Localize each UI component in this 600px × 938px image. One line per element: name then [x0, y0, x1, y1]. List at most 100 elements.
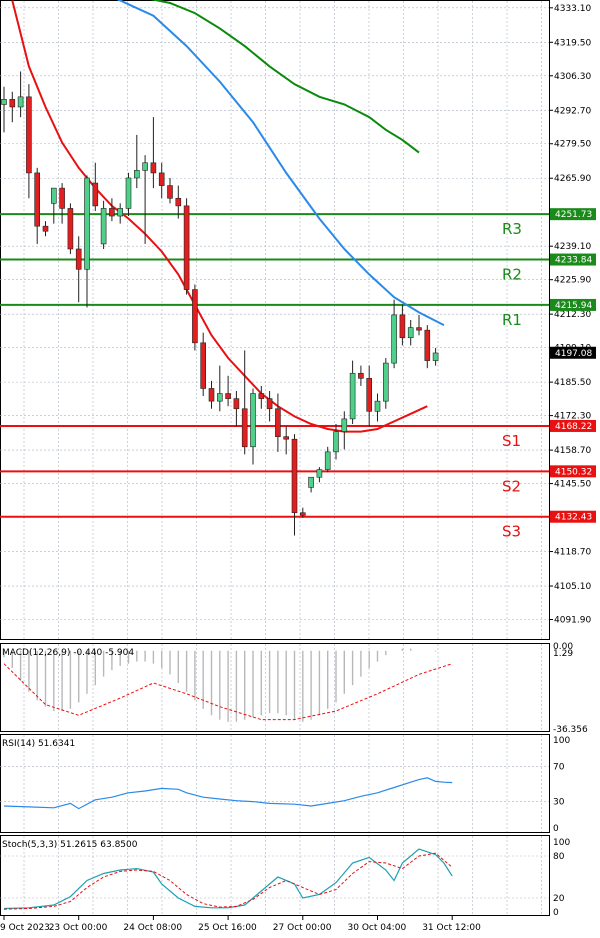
bear-candle	[59, 187, 65, 209]
bear-candle	[42, 225, 49, 232]
level-name-r3: R3	[502, 220, 522, 238]
time-tick-label: 25 Oct 16:00	[198, 923, 257, 933]
price-tick-label: 4172.30	[554, 412, 591, 422]
bear-candle	[358, 372, 364, 379]
bull-candle	[50, 187, 57, 204]
bull-candle	[316, 469, 323, 478]
time-tick-label: 27 Oct 00:00	[273, 923, 332, 933]
price-tick-label: 4158.70	[554, 446, 591, 456]
level-tag-r1: 4215.94	[555, 301, 592, 311]
price-tick-label: 4091.90	[554, 616, 591, 626]
level-tag-box	[550, 419, 596, 432]
bear-candle	[34, 172, 41, 227]
bull-candle	[142, 162, 148, 171]
bull-candle	[374, 400, 381, 412]
level-name-s2: S2	[502, 477, 521, 495]
moving-average-2	[116, 0, 445, 326]
current-price-box	[550, 346, 596, 359]
level-tag-s3: 4132.43	[555, 513, 592, 523]
bull-candle	[308, 476, 314, 488]
price-tick-label: 4333.10	[554, 4, 591, 14]
bull-candle	[250, 393, 256, 448]
moving-average-1	[11, 0, 428, 433]
macd-indicator: 0.001.29 -36.356	[3, 642, 588, 735]
bull-candle	[391, 314, 397, 364]
price-tick-label: 4145.50	[554, 480, 591, 490]
rsi-tick-label: 30	[553, 798, 565, 808]
bull-candle	[125, 177, 132, 209]
price-tick-label: 4292.70	[554, 106, 591, 116]
bear-candle	[150, 162, 157, 174]
level-tag-s1: 4168.22	[555, 422, 592, 432]
bear-candle	[416, 327, 422, 331]
bear-candle	[266, 398, 273, 410]
level-tag-box	[550, 465, 596, 478]
price-tick-label: 4319.50	[554, 38, 591, 48]
moving-average-3	[150, 0, 420, 154]
bear-candle	[158, 172, 165, 186]
bear-candle	[175, 197, 182, 207]
bear-candle	[225, 393, 231, 399]
bear-candle	[67, 208, 74, 250]
bull-candle	[1, 99, 7, 105]
bull-candle	[432, 352, 439, 361]
level-tag-r3: 4251.73	[555, 210, 592, 220]
bull-candle	[333, 431, 339, 453]
price-tick-label: 4118.70	[554, 548, 591, 558]
macd-panel-frame	[0, 643, 550, 732]
moving-averages	[11, 0, 445, 433]
level-name-r1: R1	[502, 311, 522, 329]
bear-candle	[109, 208, 115, 217]
grid-lines	[0, 1, 549, 915]
stoch-k-line	[3, 848, 453, 910]
price-tick-label: 4225.90	[554, 276, 591, 286]
candlesticks	[1, 71, 439, 536]
price-tick-label: 4212.30	[554, 310, 591, 320]
bull-candle	[349, 372, 356, 420]
level-tag-box	[550, 208, 596, 221]
stoch-tick-label: 20	[553, 894, 565, 904]
bear-candle	[233, 398, 240, 410]
time-tick-label: 30 Oct 04:00	[348, 923, 407, 933]
stoch-label: Stoch(5,3,3) 51.2615 63.8500	[2, 840, 138, 850]
bear-candle	[399, 314, 406, 339]
time-tick-label: 23 Oct 00:00	[49, 923, 108, 933]
pivot-levels: R3 R2 R1 S1 S2 S3	[0, 213, 549, 541]
stoch-tick-label: 80	[553, 852, 565, 862]
bear-candle	[75, 248, 82, 270]
rsi-label: RSI(14) 51.6341	[2, 739, 75, 749]
bull-candle	[324, 451, 331, 470]
stoch-panel-frame	[0, 835, 550, 916]
stoch-d-line	[3, 852, 453, 910]
bear-candle	[299, 512, 306, 516]
rsi-tick-label: 0	[553, 824, 559, 834]
bear-candle	[200, 342, 206, 389]
bear-candle	[192, 289, 198, 344]
macd-tick-label: 1.29	[553, 649, 573, 659]
bull-candle	[341, 418, 348, 432]
level-name-s3: S3	[502, 523, 521, 541]
level-tag-s2: 4150.32	[555, 467, 592, 477]
bull-candle	[17, 96, 24, 108]
bear-candle	[366, 378, 373, 412]
level-tag-r2: 4233.84	[555, 256, 592, 266]
rsi-tick-label: 70	[553, 762, 565, 772]
bear-candle	[241, 408, 248, 448]
time-tick-label: 31 Oct 12:00	[422, 923, 481, 933]
bull-candle	[100, 208, 107, 245]
bear-candle	[183, 205, 190, 290]
bull-candle	[217, 393, 223, 402]
level-tag-box	[550, 253, 596, 266]
bear-candle	[26, 96, 32, 174]
bear-candle	[283, 436, 290, 440]
bear-candle	[208, 388, 215, 402]
price-tick-label: 4105.10	[554, 582, 591, 592]
bear-candle	[9, 99, 16, 108]
stochastic-indicator: 100 80 20 0	[0, 838, 570, 918]
bear-candle	[424, 329, 431, 361]
price-tick-label: 4239.10	[554, 242, 591, 252]
bear-candle	[167, 185, 173, 199]
time-tick-label: 24 Oct 08:00	[123, 923, 182, 933]
